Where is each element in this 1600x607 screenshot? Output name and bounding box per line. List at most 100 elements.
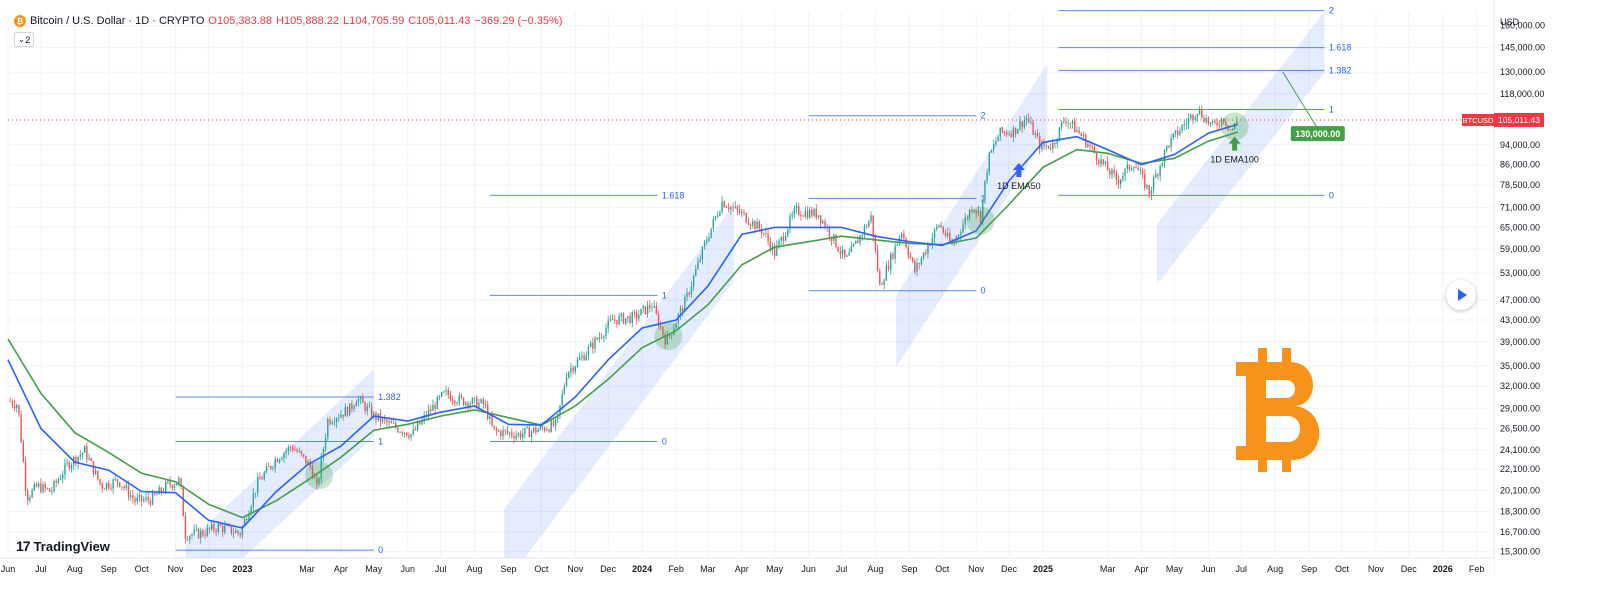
candle-body (627, 316, 629, 319)
candle-body (94, 470, 97, 475)
candle-body (922, 252, 925, 259)
candle-body (486, 404, 489, 419)
candle-body (386, 419, 388, 423)
candle-body (815, 208, 817, 218)
bitcoin-icon-glyph (1236, 362, 1320, 460)
candle-body (1218, 125, 1220, 127)
candle-body (186, 538, 189, 540)
candle-body (927, 245, 929, 254)
candle-body (546, 429, 548, 431)
candle-body (370, 406, 373, 418)
candle-body (469, 403, 471, 408)
candle-body (666, 335, 669, 345)
ohlc-open: O105,383.88 (208, 15, 273, 27)
symbol-price-tag-label: BTCUSD (1463, 116, 1494, 125)
time-tick-label: May (1166, 564, 1184, 574)
candle-body (246, 518, 248, 521)
candle-body (241, 526, 244, 536)
time-tick-label: Dec (600, 564, 617, 574)
candle-body (311, 466, 314, 478)
candle-body (1036, 133, 1039, 137)
candle-body (320, 457, 322, 479)
candle-body (1120, 179, 1122, 184)
symbol-header[interactable]: ₿ Bitcoin / U.S. Dollar · 1D · CRYPTO O1… (14, 15, 562, 27)
indicators-toggle-button[interactable]: ⌄ 2 (14, 32, 34, 47)
candle-body (289, 446, 292, 448)
candle-body (1128, 164, 1131, 170)
candle-body (1229, 129, 1231, 131)
scroll-to-realtime-button[interactable] (1446, 280, 1476, 310)
candle-body (250, 506, 252, 514)
candle-body (811, 209, 813, 216)
fib-level-label: 1 (378, 437, 383, 447)
price-tick-label: 53,000.00 (1500, 268, 1540, 278)
candle-body (1100, 159, 1102, 165)
time-tick-label: Nov (567, 564, 584, 574)
candle-body (1063, 121, 1065, 123)
candle-body (730, 206, 732, 210)
candle-body (237, 530, 239, 534)
candle-body (191, 534, 193, 537)
candle-body (414, 429, 417, 431)
candle-body (252, 493, 255, 507)
candle-body (653, 305, 655, 308)
candle-body (125, 485, 127, 488)
time-tick-label: Sep (901, 564, 917, 574)
candle-body (143, 499, 145, 501)
candle-body (824, 221, 826, 228)
candle-body (708, 237, 710, 241)
candle-body (1041, 142, 1043, 150)
candle-body (982, 199, 984, 223)
candle-body (618, 316, 620, 325)
time-tick-label: Mar (1100, 564, 1116, 574)
candle-body (541, 425, 544, 428)
candle-body (318, 478, 320, 485)
fib-level-label: 0 (981, 286, 986, 296)
price-tick-label: 26,500.00 (1500, 423, 1540, 433)
tradingview-logo[interactable]: 17 TradingView (16, 538, 110, 554)
candle-body (1032, 122, 1034, 135)
candle-body (401, 432, 403, 434)
candle-body (388, 421, 390, 423)
candle-body (1082, 134, 1085, 136)
candle-body (903, 233, 905, 239)
candle-body (66, 462, 68, 464)
time-tick-label: Nov (968, 564, 985, 574)
candle-body (550, 420, 552, 432)
candle-body (938, 224, 940, 227)
candle-body (865, 226, 868, 228)
candle-body (364, 402, 366, 412)
candle-body (539, 425, 541, 430)
candle-body (200, 530, 202, 539)
candle-body (1080, 133, 1082, 136)
candle-body (977, 211, 980, 214)
candle-body (651, 307, 653, 309)
candle-body (497, 430, 500, 432)
candle-body (456, 403, 458, 404)
candle-body (29, 497, 31, 501)
candle-body (813, 208, 815, 216)
candle-body (173, 485, 176, 489)
candle-body (561, 393, 563, 406)
candle-body (138, 494, 141, 498)
trend-channel (504, 204, 735, 586)
candle-body (355, 402, 357, 407)
time-tick-label: 2025 (1033, 564, 1053, 574)
price-tick-label: 24,100.00 (1500, 445, 1540, 455)
candle-body (189, 536, 191, 540)
candle-body (283, 453, 285, 459)
candle-body (1017, 129, 1019, 134)
candle-body (1078, 130, 1080, 134)
fib-level-label: 2 (1329, 6, 1334, 16)
candle-body (1146, 185, 1148, 188)
fib-level-label: 2 (981, 111, 986, 121)
candle-body (1157, 174, 1159, 176)
candle-body (892, 253, 894, 259)
candle-body (635, 312, 638, 319)
candle-body (517, 433, 520, 436)
candle-body (828, 227, 831, 237)
time-tick-label: Jul (435, 564, 447, 574)
candle-body (603, 336, 605, 338)
candle-body (863, 226, 866, 236)
